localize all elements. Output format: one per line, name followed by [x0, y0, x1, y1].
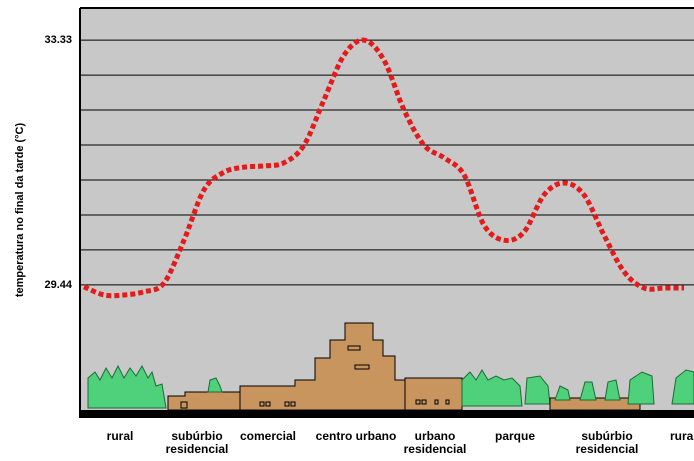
y-tick-label: 29.44 [44, 279, 72, 291]
chart: temperatura no final da tarde (°C) 29.44… [0, 0, 694, 461]
zone-label: centro urbano [311, 430, 401, 443]
zone-label: comercial [223, 430, 313, 443]
y-axis-label: temperatura no final da tarde (°C) [14, 123, 26, 298]
y-tick-label: 33.33 [44, 34, 72, 46]
ground [80, 410, 694, 418]
chart-svg: temperatura no final da tarde (°C) 29.44… [0, 0, 694, 461]
zone-label: parque [470, 430, 560, 443]
zone-label: rural [670, 430, 694, 443]
zone-label: subúrbio residencial [562, 430, 652, 456]
zone-label: urbano residencial [390, 430, 480, 456]
